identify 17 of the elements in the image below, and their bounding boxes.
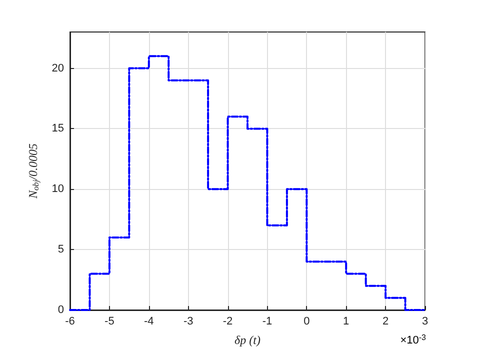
- y-tick-label: 20: [52, 62, 64, 74]
- y-tick-label: 15: [52, 122, 64, 135]
- x-tick-label: -5: [104, 316, 114, 328]
- x-tick-label: -4: [144, 316, 154, 328]
- y-axis-title: Nobj/0.0005: [26, 143, 40, 200]
- y-tick-label: 5: [58, 244, 64, 256]
- x-tick-label: 3: [422, 316, 428, 328]
- x-tick-label: -1: [262, 316, 272, 328]
- x-tick-label: -3: [183, 316, 194, 328]
- x-tick-label: 2: [382, 316, 389, 328]
- y-tick-label: 0: [58, 304, 64, 316]
- x-tick-label: 0: [304, 316, 310, 328]
- y-tick-label: 10: [52, 183, 64, 196]
- x-axis-title: δp (t): [234, 333, 260, 347]
- x-tick-label: 1: [343, 316, 350, 328]
- x-tick-label: -6: [65, 316, 75, 328]
- x-tick-label: -2: [222, 316, 233, 328]
